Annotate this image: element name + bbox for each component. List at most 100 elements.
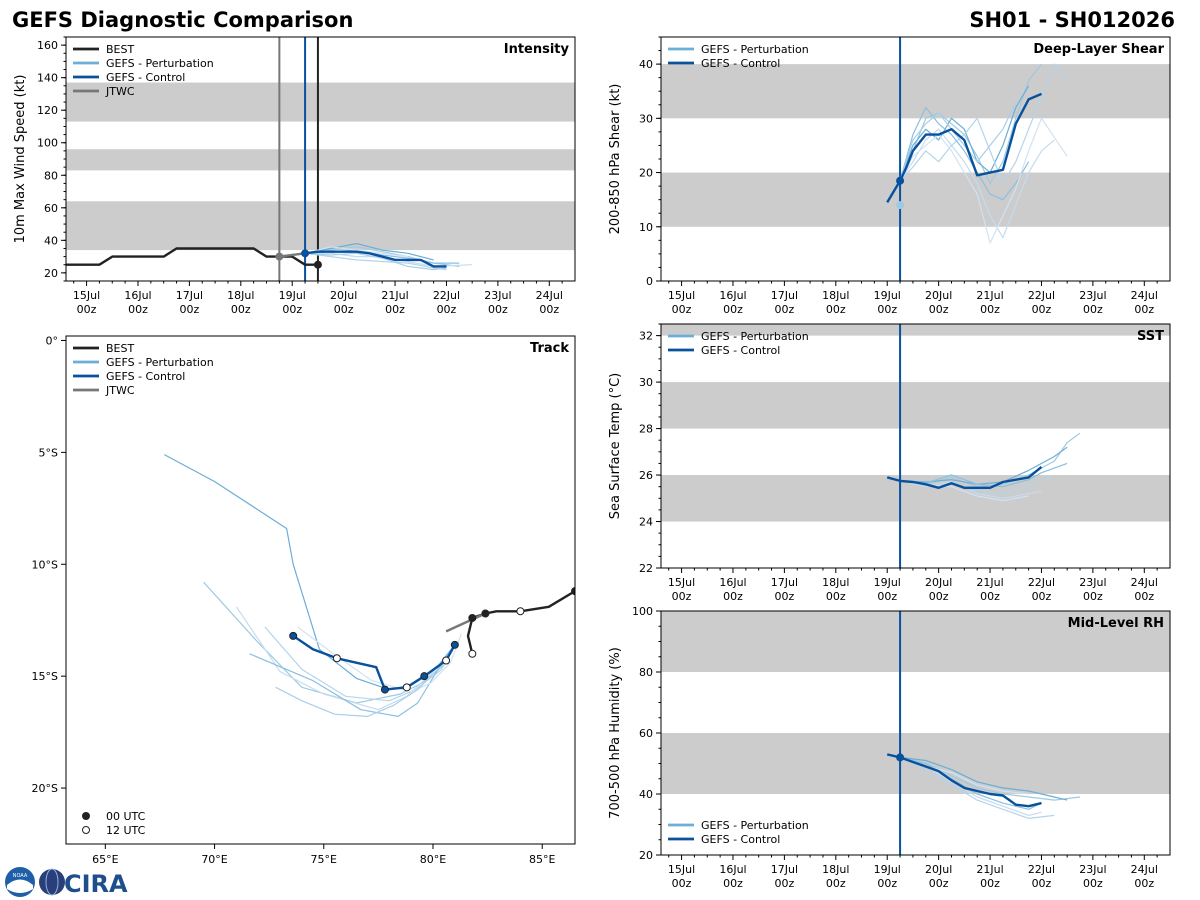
y-tick-label: 0°: [46, 334, 59, 347]
best-marker: [468, 613, 477, 622]
x-tick-hour: 00z: [1134, 303, 1154, 316]
perturbation-line: [899, 63, 1068, 184]
x-tick-hour: 00z: [929, 590, 949, 603]
x-tick-day: 20Jul: [330, 289, 357, 302]
cira-logo-text: CIRA: [64, 870, 128, 898]
perturbation-line: [900, 432, 1081, 488]
y-tick-label: 140: [37, 72, 58, 85]
x-tick-day: 24Jul: [1131, 289, 1158, 302]
marker-legend-symbol: [82, 826, 90, 834]
perturbation-line: [899, 756, 1055, 820]
intensity-plot-area: [66, 37, 575, 281]
rh-plot-area: [661, 611, 1170, 855]
x-tick-hour: 00z: [334, 303, 354, 316]
x-tick-hour: 00z: [980, 877, 1000, 890]
x-tick-hour: 00z: [1032, 877, 1052, 890]
perturbation-line: [203, 581, 456, 704]
x-tick-hour: 00z: [980, 590, 1000, 603]
marker-legend-label: 00 UTC: [106, 810, 146, 823]
best-marker: [516, 607, 525, 616]
x-tick-label: 80°E: [420, 853, 446, 866]
category-band: [661, 172, 1170, 227]
best-line: [466, 590, 575, 655]
x-tick-hour: 00z: [826, 590, 846, 603]
x-tick-day: 17Jul: [176, 289, 203, 302]
x-tick-hour: 00z: [282, 303, 302, 316]
perturbation-line: [900, 462, 1068, 488]
gefs-control-marker: [332, 654, 341, 663]
y-tick-label: 80: [44, 169, 58, 182]
gefs-control-marker: [442, 656, 451, 665]
category-band: [661, 324, 1170, 336]
x-tick-day: 21Jul: [976, 863, 1003, 876]
sst-frame: [660, 323, 1171, 569]
x-tick-hour: 00z: [1032, 590, 1052, 603]
y-tick-label: 20: [639, 167, 653, 180]
x-tick-hour: 00z: [539, 303, 559, 316]
shear-panel: 01020304015Jul00z16Jul00z17Jul00z18Jul00…: [608, 36, 1171, 316]
x-tick-day: 21Jul: [976, 576, 1003, 589]
jtwc-marker: [275, 252, 284, 261]
legend-label-gefs-perturbation: GEFS - Perturbation: [701, 43, 809, 56]
y-tick-label: 40: [639, 788, 653, 801]
x-tick-hour: 00z: [775, 590, 795, 603]
x-tick-day: 22Jul: [433, 289, 460, 302]
perturbation-line: [304, 243, 434, 261]
y-tick-label: 20: [44, 267, 58, 280]
legend-label-gefs-control: GEFS - Control: [701, 57, 780, 70]
noaa-wave-icon: [7, 879, 33, 893]
x-tick-hour: 00z: [877, 590, 897, 603]
y-tick-label: 40: [44, 234, 58, 247]
noaa-label: NOAA: [13, 873, 28, 879]
legend-label-jtwc: JTWC: [105, 85, 135, 98]
legend-label-gefs-control: GEFS - Control: [106, 370, 185, 383]
legend-label-best: BEST: [106, 43, 134, 56]
gefs-control-marker: [450, 640, 459, 649]
x-tick-hour: 00z: [672, 877, 692, 890]
marker-legend-label: 12 UTC: [106, 824, 146, 837]
x-tick-day: 23Jul: [1079, 289, 1106, 302]
gefs-control-line: [304, 250, 447, 268]
y-axis-label: 200-850 hPa Shear (kt): [608, 84, 623, 235]
x-tick-day: 18Jul: [822, 863, 849, 876]
x-tick-day: 20Jul: [925, 863, 952, 876]
x-tick-hour: 00z: [1083, 877, 1103, 890]
category-band: [66, 82, 575, 122]
x-tick-hour: 00z: [1032, 303, 1052, 316]
cira-logo: NOAA CIRA: [5, 867, 128, 898]
legend-label-best: BEST: [106, 342, 134, 355]
category-band: [66, 149, 575, 171]
perturbation-line: [297, 626, 462, 693]
x-tick-day: 16Jul: [719, 576, 746, 589]
panel-title: Mid-Level RH: [1068, 616, 1164, 631]
x-tick-day: 17Jul: [771, 863, 798, 876]
perturbation-line: [164, 454, 456, 691]
sst-plot-area: [661, 324, 1170, 568]
x-tick-day: 15Jul: [73, 289, 100, 302]
gefs-control-marker: [289, 631, 298, 640]
y-axis-label: 700-500 hPa Humidity (%): [608, 647, 623, 819]
y-tick-label: 26: [639, 469, 653, 482]
y-axis-label: 10m Max Wind Speed (kt): [13, 75, 28, 244]
gefs-control-marker: [402, 683, 411, 692]
x-tick-hour: 00z: [1134, 877, 1154, 890]
y-tick-label: 60: [639, 727, 653, 740]
x-tick-hour: 00z: [929, 303, 949, 316]
perturbation-line: [899, 85, 1030, 181]
panel-title: Track: [530, 341, 569, 356]
perturbation-line: [900, 756, 1068, 801]
best-marker: [468, 649, 477, 658]
x-tick-day: 16Jul: [719, 289, 746, 302]
x-tick-hour: 00z: [929, 877, 949, 890]
perturbation-line: [899, 106, 1030, 201]
x-tick-day: 22Jul: [1028, 576, 1055, 589]
gefs-control-marker: [896, 753, 905, 762]
x-tick-day: 16Jul: [719, 863, 746, 876]
x-tick-hour: 00z: [437, 303, 457, 316]
x-tick-hour: 00z: [1083, 303, 1103, 316]
best-marker: [571, 587, 575, 596]
legend-label-gefs-control: GEFS - Control: [701, 833, 780, 846]
figure-title: GEFS Diagnostic Comparison: [12, 8, 353, 32]
x-tick-day: 18Jul: [822, 289, 849, 302]
perturbation-line: [899, 756, 1042, 810]
